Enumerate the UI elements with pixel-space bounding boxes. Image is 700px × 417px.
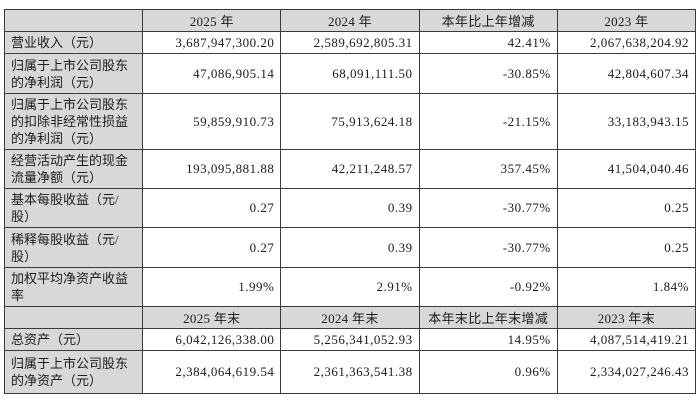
header-year-2025: 2025 年 (142, 9, 282, 32)
header-yoy-change: 本年比上年增减 (418, 9, 558, 32)
cell-2023: 42,804,607.34 (556, 53, 697, 94)
table-row-weighted-roe: 加权平均净资产收益率 1.99% 2.91% -0.92% 1.84% (3, 267, 697, 307)
table-row-net-profit-excl-nonrecurring: 归属于上市公司股东的扣除非经常性损益的净利润（元） 59,859,910.73 … (3, 93, 697, 150)
cell-2025: 47,086,905.14 (142, 53, 282, 94)
table-row-basic-eps: 基本每股收益（元/股） 0.27 0.39 -30.77% 0.25 (3, 188, 697, 228)
cell-2023: 33,183,943.15 (556, 93, 697, 150)
cell-2023: 2,067,638,204.92 (556, 31, 697, 54)
cell-change: 0.96% (418, 350, 558, 394)
header-end-2023: 2023 年末 (556, 306, 697, 329)
cell-change: -30.85% (418, 53, 558, 94)
cell-2024: 2.91% (280, 267, 420, 307)
table-row-net-profit: 归属于上市公司股东的净利润（元） 47,086,905.14 68,091,11… (3, 53, 697, 94)
cell-2024: 0.39 (280, 227, 420, 268)
table-row-net-assets: 归属于上市公司股东的净资产（元） 2,384,064,619.54 2,361,… (3, 350, 697, 394)
cell-2023: 41,504,040.46 (556, 149, 697, 189)
cell-change: -30.77% (418, 188, 558, 228)
cell-2024: 42,211,248.57 (280, 149, 420, 189)
cell-change: -30.77% (418, 227, 558, 268)
row-label: 稀释每股收益（元/股） (3, 227, 144, 268)
financial-summary-table: 2025 年 2024 年 本年比上年增减 2023 年 营业收入（元） 3,6… (3, 9, 697, 394)
cell-2025: 1.99% (142, 267, 282, 307)
header-end-2025: 2025 年末 (142, 306, 282, 329)
row-label: 基本每股收益（元/股） (3, 188, 144, 228)
table-row-diluted-eps: 稀释每股收益（元/股） 0.27 0.39 -30.77% 0.25 (3, 227, 697, 268)
cell-2025: 3,687,947,300.20 (142, 31, 282, 54)
cell-2024: 68,091,111.50 (280, 53, 420, 94)
cell-change: -0.92% (418, 267, 558, 307)
cell-2025: 6,042,126,338.00 (142, 328, 282, 351)
table-row-revenue: 营业收入（元） 3,687,947,300.20 2,589,692,805.3… (3, 31, 697, 54)
cell-change: 357.45% (418, 149, 558, 189)
cell-2023: 0.25 (556, 227, 697, 268)
row-label: 归属于上市公司股东的净利润（元） (3, 53, 144, 94)
row-label: 归属于上市公司股东的扣除非经常性损益的净利润（元） (3, 93, 144, 150)
cell-2024: 2,361,363,541.38 (280, 350, 420, 394)
empty-corner-cell (3, 9, 144, 32)
empty-corner-cell (3, 306, 144, 329)
cell-2024: 5,256,341,052.93 (280, 328, 420, 351)
period-end-header-row: 2025 年末 2024 年末 本年末比上年末增减 2023 年末 (3, 306, 697, 329)
cell-2023: 0.25 (556, 188, 697, 228)
cell-change: 42.41% (418, 31, 558, 54)
row-label: 营业收入（元） (3, 31, 144, 54)
cell-change: 14.95% (418, 328, 558, 351)
cell-2024: 0.39 (280, 188, 420, 228)
cell-2025: 59,859,910.73 (142, 93, 282, 150)
cell-2023: 4,087,514,419.21 (556, 328, 697, 351)
row-label: 总资产（元） (3, 328, 144, 351)
period-header-row: 2025 年 2024 年 本年比上年增减 2023 年 (3, 9, 697, 32)
cell-2025: 193,095,881.88 (142, 149, 282, 189)
cell-2024: 2,589,692,805.31 (280, 31, 420, 54)
table-row-total-assets: 总资产（元） 6,042,126,338.00 5,256,341,052.93… (3, 328, 697, 351)
cell-change: -21.15% (418, 93, 558, 150)
cell-2024: 75,913,624.18 (280, 93, 420, 150)
row-label: 经营活动产生的现金流量净额（元） (3, 149, 144, 189)
header-end-2024: 2024 年末 (280, 306, 420, 329)
header-year-2023: 2023 年 (556, 9, 697, 32)
row-label: 归属于上市公司股东的净资产（元） (3, 350, 144, 394)
row-label: 加权平均净资产收益率 (3, 267, 144, 307)
header-year-2024: 2024 年 (280, 9, 420, 32)
cell-2025: 0.27 (142, 188, 282, 228)
cell-2025: 0.27 (142, 227, 282, 268)
header-end-yoy-change: 本年末比上年末增减 (418, 306, 558, 329)
cell-2023: 2,334,027,246.43 (556, 350, 697, 394)
cell-2023: 1.84% (556, 267, 697, 307)
cell-2025: 2,384,064,619.54 (142, 350, 282, 394)
table-row-operating-cash-flow: 经营活动产生的现金流量净额（元） 193,095,881.88 42,211,2… (3, 149, 697, 189)
